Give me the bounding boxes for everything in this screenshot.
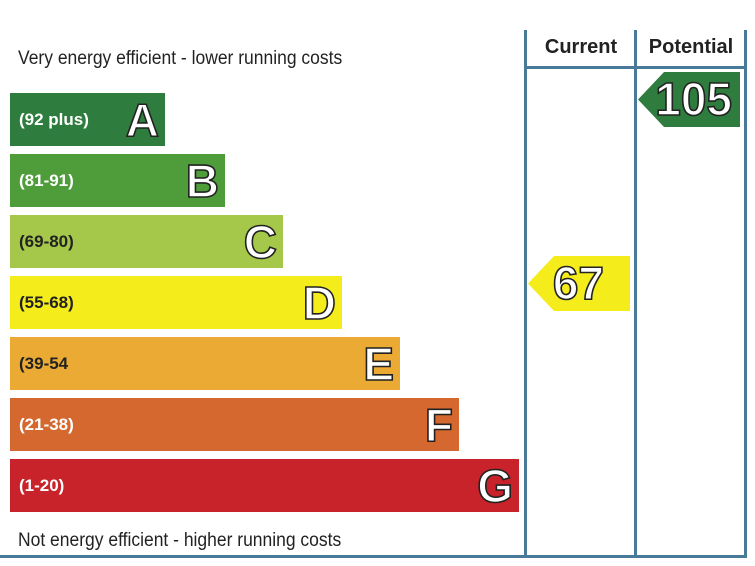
divider-left	[524, 30, 527, 558]
band-range-label: (81-91)	[19, 171, 74, 190]
header-rule	[524, 66, 747, 69]
arrow-polygon	[528, 256, 630, 311]
band-letter: F	[424, 398, 454, 452]
arrow-shape	[528, 256, 630, 311]
top-caption: Very energy efficient - lower running co…	[18, 48, 343, 69]
band-a: (92 plus) A	[10, 93, 165, 147]
bottom-caption: Not energy efficient - higher running co…	[18, 530, 342, 551]
current-rating-value: 67	[552, 256, 605, 310]
band-g: (1-20) G	[10, 459, 519, 513]
band-letter: D	[302, 276, 337, 330]
band-letter: B	[185, 154, 220, 208]
band-f: (21-38) F	[10, 398, 459, 452]
band-letter: G	[476, 459, 513, 513]
band-e: (39-54 E	[10, 337, 400, 391]
band-range-label: (92 plus)	[19, 110, 89, 129]
band-c: (69-80) C	[10, 215, 283, 269]
band-letter: A	[125, 93, 160, 147]
arrow-shape	[638, 72, 740, 127]
potential-column-header: Potential	[648, 36, 734, 58]
band-range-label: (39-54	[19, 354, 69, 373]
band-range-label: (1-20)	[19, 476, 65, 495]
band-letter: C	[243, 215, 278, 269]
band-range-label: (55-68)	[19, 293, 74, 312]
divider-right	[744, 30, 747, 558]
potential-rating-value: 105	[654, 72, 732, 126]
band-range-label: (21-38)	[19, 415, 74, 434]
potential-rating-arrow: 105	[638, 72, 740, 127]
arrow-polygon	[638, 72, 740, 127]
band-b: (81-91) B	[10, 154, 225, 208]
band-range-label: (69-80)	[19, 232, 74, 251]
band-letter: E	[363, 337, 395, 391]
divider-middle	[634, 30, 637, 558]
bottom-rule	[0, 555, 747, 558]
current-column-header: Current	[544, 36, 618, 58]
band-d: (55-68) D	[10, 276, 342, 330]
current-rating-arrow: 67	[528, 256, 630, 311]
